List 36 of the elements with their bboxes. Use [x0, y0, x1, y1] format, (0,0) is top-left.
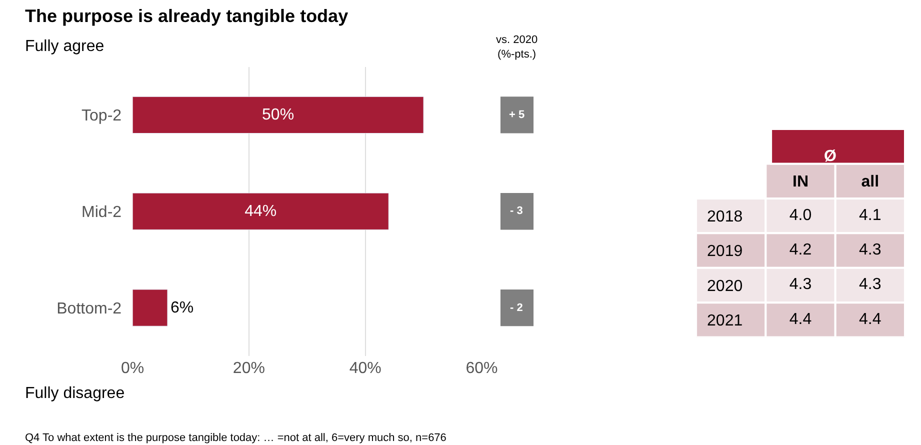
chart-title: The purpose is already tangible today	[25, 6, 348, 26]
x-tick-label: IN	[792, 173, 809, 190]
x-tick-label: 60%	[466, 360, 498, 377]
bar	[132, 289, 168, 326]
data-label: 4.0	[789, 206, 812, 224]
text: - 3	[510, 205, 523, 217]
text: Fully agree	[25, 38, 104, 55]
y-tick-label: Top-2	[82, 108, 122, 125]
y-tick-label: 2018	[707, 208, 743, 226]
y-tick-label: Mid-2	[82, 204, 122, 221]
bar	[132, 96, 424, 134]
text: + 5	[509, 109, 525, 121]
x-tick-label: 40%	[349, 360, 382, 377]
chart-title: Ø	[824, 148, 836, 165]
data-label: 4.2	[789, 242, 812, 259]
y-tick-label: Bottom-2	[56, 300, 122, 318]
data-label: 4.3	[859, 242, 882, 259]
data-label: 44%	[244, 202, 277, 220]
data-label: 4.4	[859, 310, 882, 328]
text: vs. 2020 (%-pts.)	[496, 34, 538, 60]
text: Fully disagree	[25, 385, 125, 402]
data-label: 4.3	[859, 276, 882, 294]
text: - 2	[510, 302, 523, 314]
y-tick-label: 2019	[707, 243, 743, 260]
x-tick-label: 20%	[232, 360, 265, 377]
text: Q4 To what extent is the purpose tangible today: … =not at all, 6=very much so, n=676	[25, 432, 446, 444]
data-label: 6%	[170, 299, 194, 316]
bar	[132, 192, 389, 230]
data-label: 4.3	[789, 276, 812, 294]
data-label: 50%	[262, 106, 294, 124]
x-tick-label: all	[861, 173, 880, 190]
y-tick-label: 2021	[707, 312, 743, 330]
data-label: 4.4	[789, 310, 812, 328]
x-tick-label: 0%	[120, 360, 144, 377]
y-tick-label: 2020	[707, 278, 743, 295]
data-label: 4.1	[859, 206, 882, 224]
